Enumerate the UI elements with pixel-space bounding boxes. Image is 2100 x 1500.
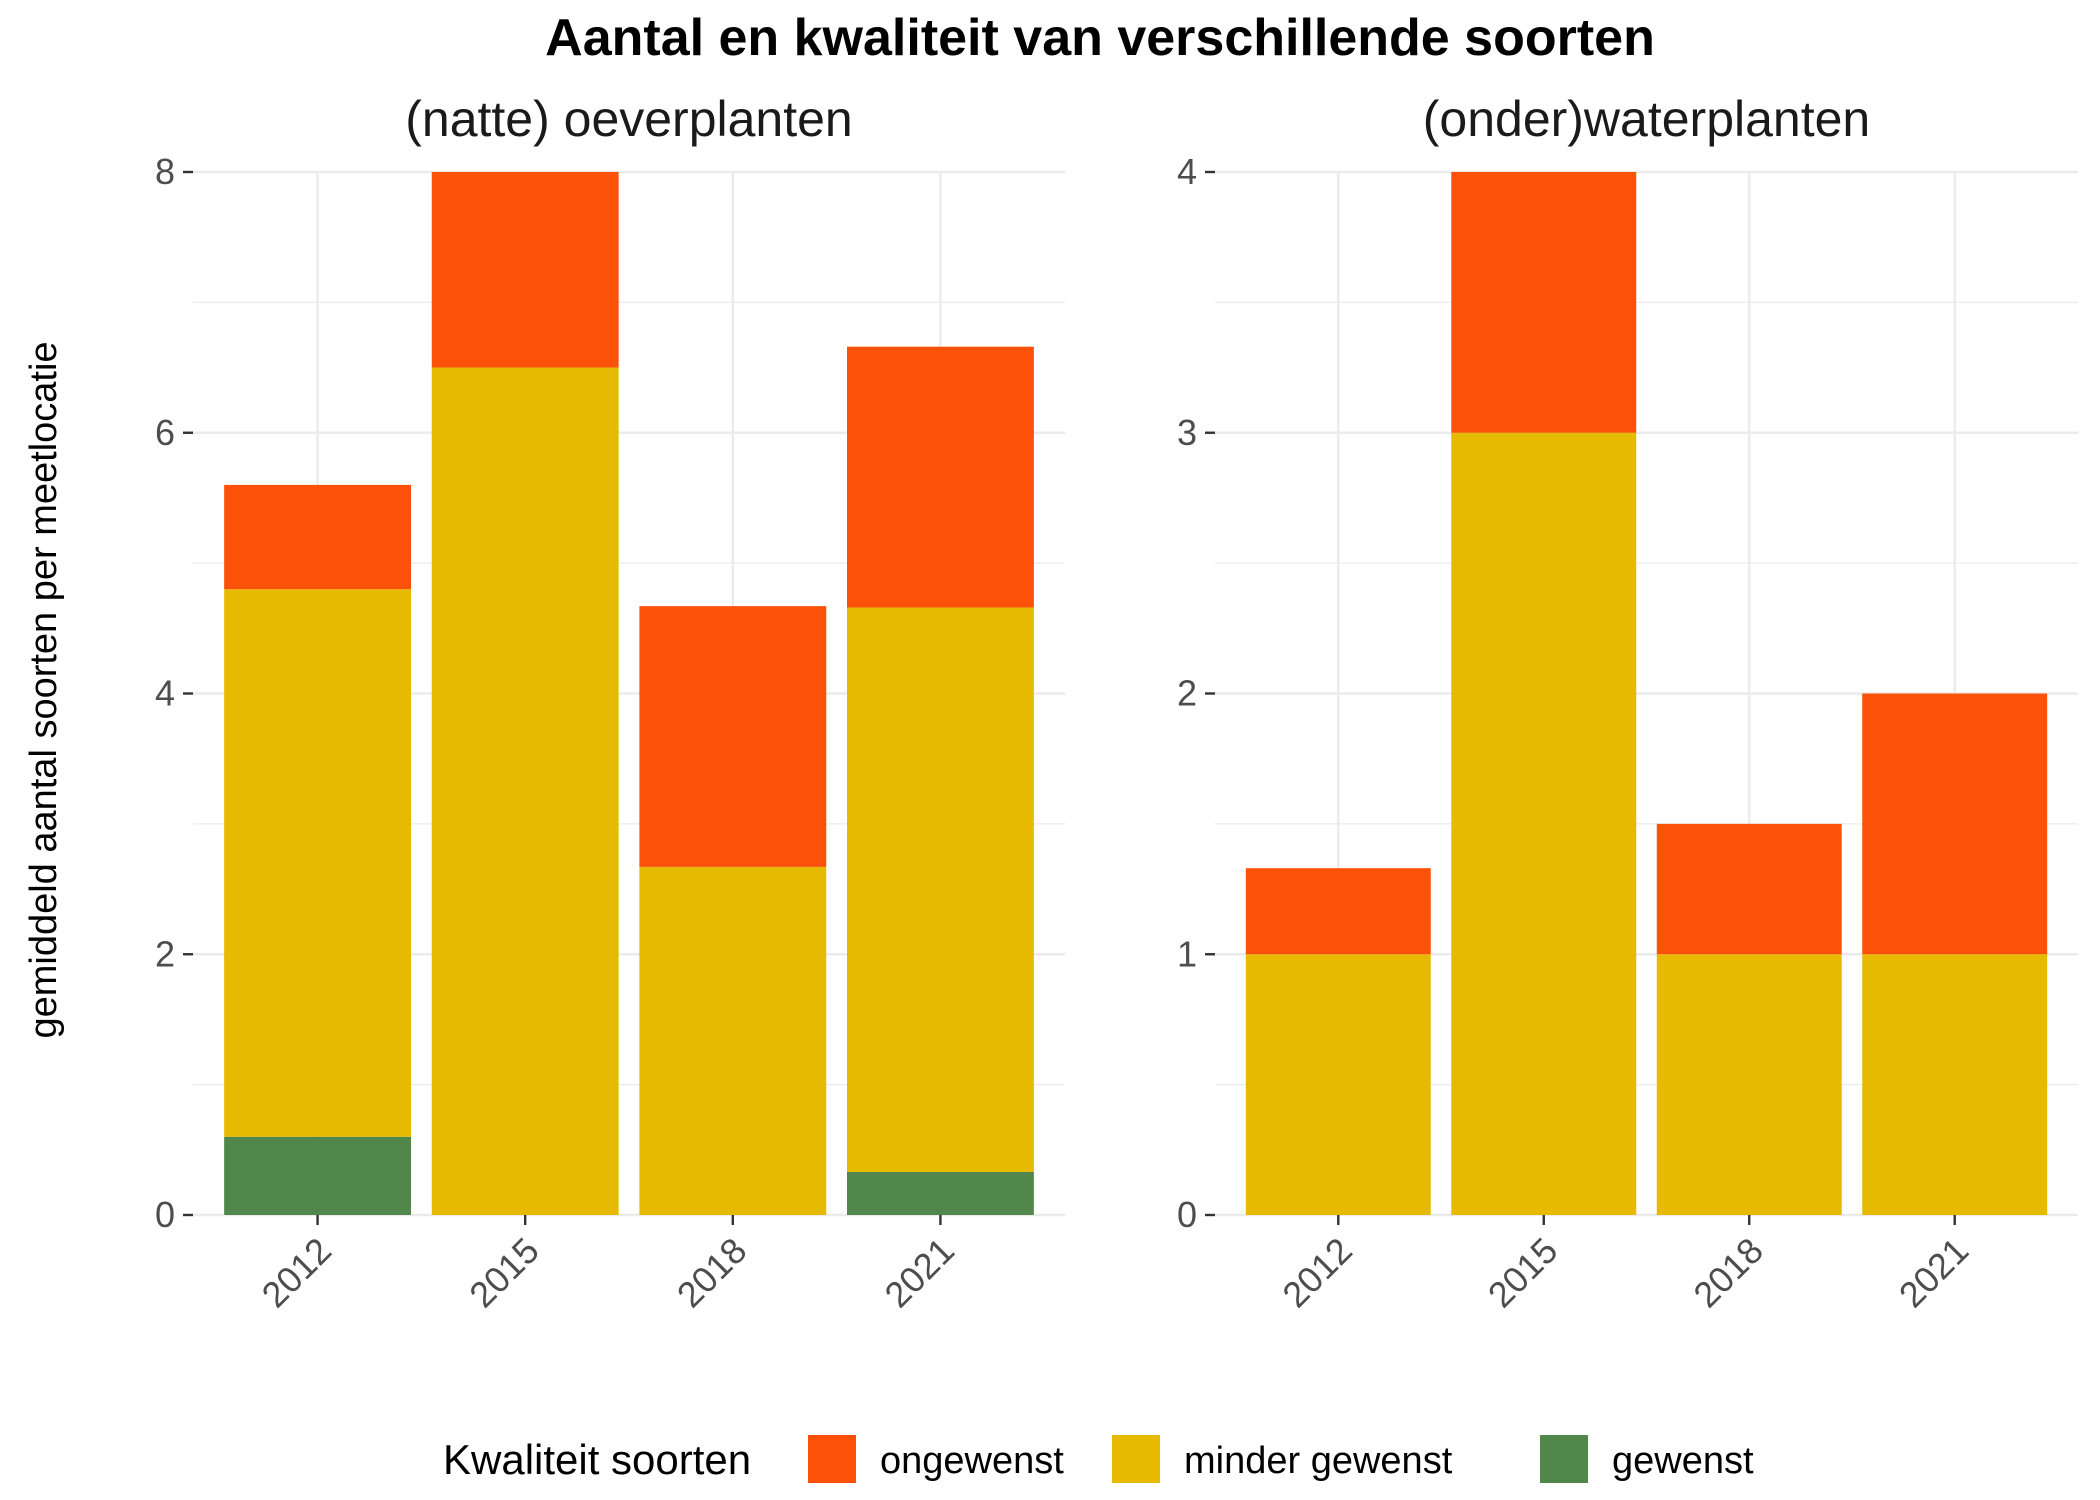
bar-ongewenst-2015 bbox=[431, 172, 619, 368]
legend-label: minder gewenst bbox=[1184, 1440, 1453, 1482]
y-tick-label: 4 bbox=[155, 673, 175, 714]
bar-minder-gewenst-2021 bbox=[847, 607, 1034, 1172]
legend-title: Kwaliteit soorten bbox=[443, 1436, 751, 1483]
bar-minder-gewenst-2021 bbox=[1862, 954, 2048, 1215]
x-tick-label: 2015 bbox=[461, 1230, 547, 1316]
bar-minder-gewenst-2015 bbox=[1451, 432, 1637, 1215]
bar-gewenst-2021 bbox=[847, 1171, 1034, 1215]
panel-title: (onder)waterplanten bbox=[1423, 91, 1871, 147]
legend: Kwaliteit soorten ongewenst minder gewens… bbox=[443, 1435, 1754, 1483]
y-tick-label: 6 bbox=[155, 412, 175, 453]
y-tick-label: 4 bbox=[1177, 151, 1197, 192]
x-tick-label: 2021 bbox=[1891, 1230, 1977, 1316]
y-tick-label: 1 bbox=[1177, 933, 1197, 974]
x-tick-label: 2018 bbox=[1685, 1230, 1771, 1316]
panel-1: (natte) oeverplanten 0 2 4 6 8 2012 2015 2018 202… bbox=[155, 91, 1065, 1315]
bar-minder-gewenst-2015 bbox=[431, 367, 619, 1215]
legend-key-gewenst bbox=[1540, 1435, 1588, 1483]
bar-ongewenst-2012 bbox=[224, 484, 411, 590]
bar-ongewenst-2015 bbox=[1451, 172, 1637, 433]
bar-minder-gewenst-2018 bbox=[639, 866, 827, 1215]
y-tick-label: 0 bbox=[1177, 1194, 1197, 1235]
x-tick-label: 2021 bbox=[876, 1230, 962, 1316]
bar-minder-gewenst-2018 bbox=[1656, 954, 1842, 1215]
legend-key-ongewenst bbox=[808, 1435, 856, 1483]
legend-label: gewenst bbox=[1612, 1440, 1754, 1482]
y-tick-label: 3 bbox=[1177, 412, 1197, 453]
x-tick-label: 2015 bbox=[1480, 1230, 1566, 1316]
y-tick-label: 2 bbox=[155, 933, 175, 974]
bar-minder-gewenst-2012 bbox=[224, 589, 411, 1137]
panel-title: (natte) oeverplanten bbox=[405, 91, 853, 147]
chart-title: Aantal en kwaliteit van verschillende so… bbox=[545, 9, 1655, 67]
bar-ongewenst-2018 bbox=[1656, 823, 1842, 955]
panel-2: (onder)waterplanten 0 1 2 3 4 2012 2015 2018 2021 bbox=[1177, 91, 2078, 1315]
legend-key-minder-gewenst bbox=[1112, 1435, 1160, 1483]
legend-label: ongewenst bbox=[880, 1440, 1064, 1482]
bar-gewenst-2012 bbox=[224, 1136, 411, 1215]
bar-ongewenst-2021 bbox=[847, 346, 1034, 608]
x-tick-label: 2018 bbox=[669, 1230, 755, 1316]
bar-ongewenst-2012 bbox=[1245, 868, 1431, 955]
bar-ongewenst-2018 bbox=[639, 606, 827, 867]
x-tick-label: 2012 bbox=[1274, 1230, 1360, 1316]
y-tick-label: 0 bbox=[155, 1194, 175, 1235]
y-axis-title: gemiddeld aantal soorten per meetlocatie bbox=[23, 341, 65, 1038]
bar-ongewenst-2021 bbox=[1862, 693, 2048, 955]
y-tick-label: 2 bbox=[1177, 673, 1197, 714]
bar-minder-gewenst-2012 bbox=[1245, 954, 1431, 1215]
x-tick-label: 2012 bbox=[254, 1230, 340, 1316]
y-tick-label: 8 bbox=[155, 151, 175, 192]
